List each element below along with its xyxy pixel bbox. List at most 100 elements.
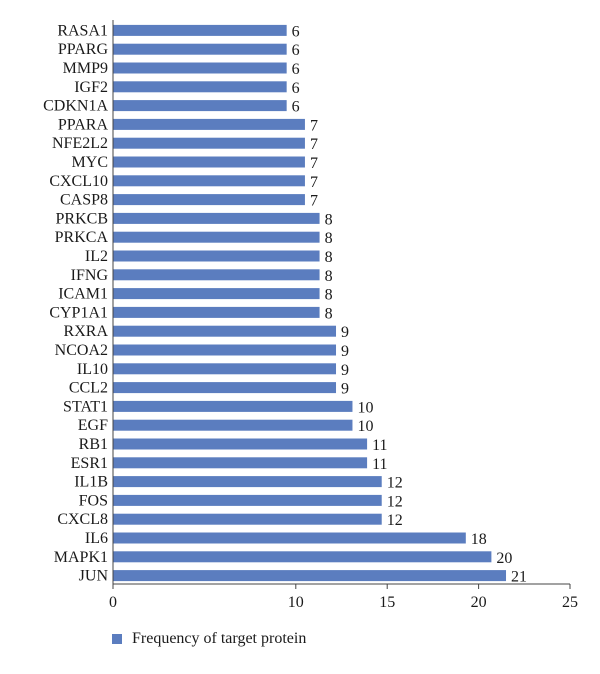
data-label: 7 — [310, 193, 318, 210]
category-label: CXCL10 — [49, 173, 108, 190]
data-label: 6 — [292, 80, 300, 97]
category-label: PPARA — [58, 116, 109, 133]
category-label: IL10 — [77, 361, 108, 378]
data-label: 9 — [341, 324, 349, 341]
data-label: 8 — [325, 305, 333, 322]
data-label: 6 — [292, 99, 300, 116]
category-label: FOS — [79, 492, 108, 509]
category-label: IFNG — [71, 267, 109, 284]
x-tick-label: 15 — [379, 594, 395, 611]
category-label: PRKCB — [56, 210, 108, 227]
data-label: 8 — [325, 287, 333, 304]
category-label: CXCL8 — [57, 511, 108, 528]
bar-il6 — [113, 532, 466, 544]
data-label: 8 — [325, 249, 333, 266]
category-label: CDKN1A — [43, 98, 108, 115]
category-label: IGF2 — [74, 79, 108, 96]
data-label: 9 — [341, 381, 349, 398]
category-label: PPARG — [58, 41, 109, 58]
bar-mmp9 — [113, 62, 287, 74]
legend-label: Frequency of target protein — [132, 630, 307, 647]
bar-icam1 — [113, 288, 320, 300]
data-label: 11 — [372, 456, 387, 473]
category-label: IL6 — [85, 530, 108, 547]
data-label: 9 — [341, 343, 349, 360]
bar-il10 — [113, 363, 337, 375]
bar-prkca — [113, 231, 320, 243]
category-label: IL2 — [85, 248, 108, 265]
data-label: 18 — [471, 531, 487, 548]
bar-nfe2l2 — [113, 137, 305, 149]
data-label: 12 — [387, 512, 403, 529]
category-label: RASA1 — [57, 22, 108, 39]
bar-pparg — [113, 43, 287, 55]
category-label: NCOA2 — [55, 342, 108, 359]
bar-rxra — [113, 325, 337, 337]
data-label: 11 — [372, 437, 387, 454]
data-label: 21 — [511, 569, 527, 586]
bar-jun — [113, 570, 507, 582]
bar-esr1 — [113, 457, 368, 469]
data-label: 9 — [341, 362, 349, 379]
category-label: ICAM1 — [58, 286, 108, 303]
category-label: MMP9 — [63, 60, 108, 77]
bar-egf — [113, 419, 353, 431]
legend: Frequency of target protein — [112, 630, 306, 648]
x-tick-label: 0 — [109, 594, 117, 611]
bar-casp8 — [113, 194, 305, 206]
bar-rb1 — [113, 438, 368, 450]
data-label: 6 — [292, 42, 300, 59]
data-label: 12 — [387, 475, 403, 492]
x-axis: 0 10 15 20 25 — [109, 583, 578, 611]
category-label: RB1 — [79, 436, 108, 453]
x-tick-label: 25 — [562, 594, 578, 611]
data-label: 7 — [310, 136, 318, 153]
category-label: CCL2 — [69, 380, 108, 397]
data-label: 7 — [310, 174, 318, 191]
category-label: CYP1A1 — [49, 304, 108, 321]
category-label: CASP8 — [60, 192, 108, 209]
bar-ifng — [113, 269, 320, 281]
x-tick-label: 10 — [288, 594, 304, 611]
category-label: IL1B — [74, 474, 108, 491]
bar-cxcl8 — [113, 513, 382, 525]
bars-group — [113, 24, 507, 582]
data-label: 8 — [325, 230, 333, 247]
bar-igf2 — [113, 81, 287, 93]
bar-ppara — [113, 118, 305, 130]
category-label: ESR1 — [71, 455, 108, 472]
x-tick-label: 20 — [471, 594, 487, 611]
category-label: JUN — [79, 568, 109, 585]
data-label: 12 — [387, 493, 403, 510]
data-label: 7 — [310, 155, 318, 172]
data-label: 8 — [325, 211, 333, 228]
bar-il2 — [113, 250, 320, 262]
data-label: 7 — [310, 117, 318, 134]
bar-ncoa2 — [113, 344, 337, 356]
bar-myc — [113, 156, 305, 168]
data-label: 10 — [357, 399, 373, 416]
category-label: EGF — [78, 417, 108, 434]
bar-ccl2 — [113, 382, 337, 394]
bar-cyp1a1 — [113, 306, 320, 318]
bar-cxcl10 — [113, 175, 305, 187]
data-label: 20 — [496, 550, 512, 567]
category-label: MYC — [72, 154, 108, 171]
category-label: STAT1 — [63, 398, 108, 415]
category-label: MAPK1 — [54, 549, 108, 566]
category-label: NFE2L2 — [52, 135, 108, 152]
bar-mapk1 — [113, 551, 492, 563]
bar-stat1 — [113, 400, 353, 412]
bar-rasa1 — [113, 24, 287, 36]
bar-il1b — [113, 476, 382, 488]
data-label: 6 — [292, 61, 300, 78]
data-label: 10 — [357, 418, 373, 435]
legend-swatch — [112, 634, 122, 644]
data-label: 8 — [325, 268, 333, 285]
bar-cdkn1a — [113, 100, 287, 112]
bar-fos — [113, 494, 382, 506]
category-label: PRKCA — [55, 229, 109, 246]
